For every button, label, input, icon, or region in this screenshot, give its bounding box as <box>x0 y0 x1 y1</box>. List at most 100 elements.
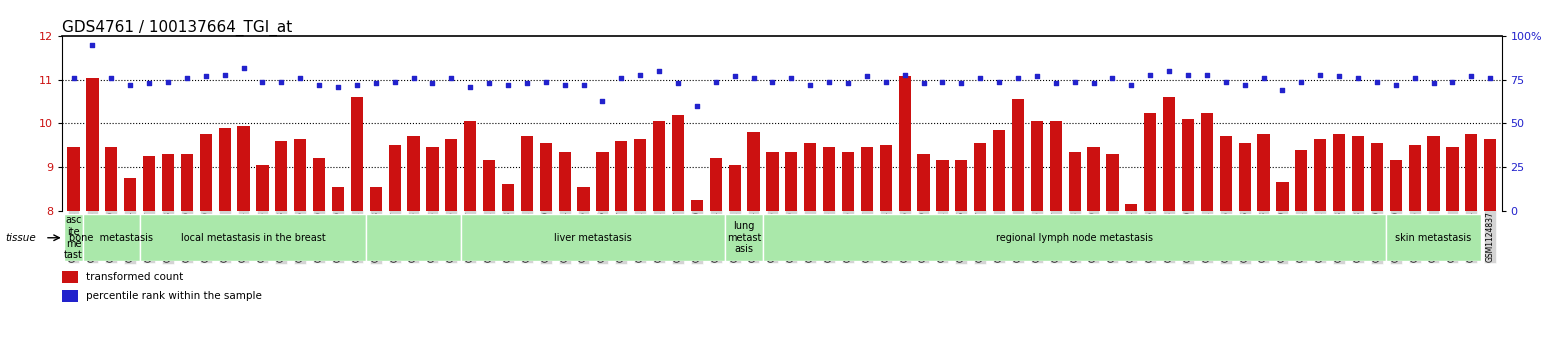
Text: local metastasis in the breast: local metastasis in the breast <box>180 233 325 243</box>
Point <box>232 65 257 70</box>
Bar <box>804 143 817 211</box>
Point <box>457 84 482 90</box>
Bar <box>540 143 552 211</box>
Bar <box>82 214 140 261</box>
Point <box>1100 75 1125 81</box>
Text: transformed count: transformed count <box>86 272 182 282</box>
Point <box>912 81 937 86</box>
Bar <box>464 121 476 211</box>
Bar <box>389 145 401 211</box>
Bar <box>786 152 798 211</box>
Bar <box>1446 147 1458 211</box>
Point <box>118 82 143 88</box>
Point <box>590 98 615 104</box>
Point <box>666 81 691 86</box>
Point <box>344 82 369 88</box>
Text: GDS4761 / 100137664_TGI_at: GDS4761 / 100137664_TGI_at <box>62 20 293 36</box>
Point <box>137 81 162 86</box>
Bar <box>124 178 137 211</box>
Point <box>1156 68 1181 74</box>
Point <box>251 79 275 85</box>
Bar <box>559 152 571 211</box>
Bar <box>1011 99 1024 211</box>
Bar <box>162 154 174 211</box>
Bar <box>86 78 98 211</box>
Bar <box>218 128 230 211</box>
Bar <box>143 156 156 211</box>
Bar <box>1257 134 1270 211</box>
Bar <box>370 187 381 211</box>
Text: percentile rank within the sample: percentile rank within the sample <box>86 291 261 301</box>
Point <box>722 73 747 79</box>
Bar <box>1030 121 1043 211</box>
Bar <box>62 290 78 302</box>
Point <box>420 81 445 86</box>
Point <box>685 103 710 109</box>
Bar <box>350 97 363 211</box>
Point <box>156 79 180 85</box>
Point <box>307 82 331 88</box>
Bar <box>1125 204 1137 211</box>
Bar <box>918 154 929 211</box>
Bar <box>937 160 949 211</box>
Point <box>1214 79 1239 85</box>
Bar <box>762 214 1386 261</box>
Bar <box>366 214 461 261</box>
Point <box>212 72 237 78</box>
Bar <box>408 136 420 211</box>
Point <box>608 75 633 81</box>
Text: asc
ite
me
tast: asc ite me tast <box>64 215 82 260</box>
Point <box>439 75 464 81</box>
Bar <box>898 76 910 211</box>
Bar <box>654 121 666 211</box>
Point <box>647 68 672 74</box>
Point <box>193 73 218 79</box>
Bar <box>974 143 987 211</box>
Bar <box>672 115 685 211</box>
Point <box>1439 79 1464 85</box>
Text: skin metastasis: skin metastasis <box>1396 233 1472 243</box>
Point <box>1175 72 1200 78</box>
Bar <box>257 165 269 211</box>
Bar <box>1276 182 1288 211</box>
Point <box>949 81 974 86</box>
Bar <box>67 147 79 211</box>
Point <box>1195 72 1220 78</box>
Point <box>627 72 652 78</box>
Point <box>401 75 426 81</box>
Bar <box>1352 136 1365 211</box>
Point <box>930 79 955 85</box>
Point <box>987 79 1011 85</box>
Bar <box>615 141 627 211</box>
Point <box>1232 82 1257 88</box>
Bar <box>691 200 703 211</box>
Point <box>1421 81 1446 86</box>
Bar <box>62 271 78 283</box>
Bar <box>596 152 608 211</box>
Point <box>1365 79 1390 85</box>
Bar <box>1390 160 1402 211</box>
Bar <box>140 214 366 261</box>
Point <box>364 81 389 86</box>
Point <box>759 79 784 85</box>
Point <box>873 79 898 85</box>
Point <box>1005 75 1030 81</box>
Bar <box>1220 136 1232 211</box>
Point <box>798 82 823 88</box>
Bar <box>461 214 725 261</box>
Bar <box>199 134 212 211</box>
Bar <box>823 147 836 211</box>
Bar <box>1386 214 1481 261</box>
Bar <box>993 130 1005 211</box>
Point <box>1081 81 1106 86</box>
Bar <box>1069 152 1081 211</box>
Bar <box>1144 113 1156 211</box>
Point <box>1478 75 1503 81</box>
Point <box>703 79 728 85</box>
Point <box>79 42 104 48</box>
Bar <box>1183 119 1193 211</box>
Bar <box>331 187 344 211</box>
Bar <box>725 214 762 261</box>
Point <box>1044 81 1069 86</box>
Point <box>552 82 577 88</box>
